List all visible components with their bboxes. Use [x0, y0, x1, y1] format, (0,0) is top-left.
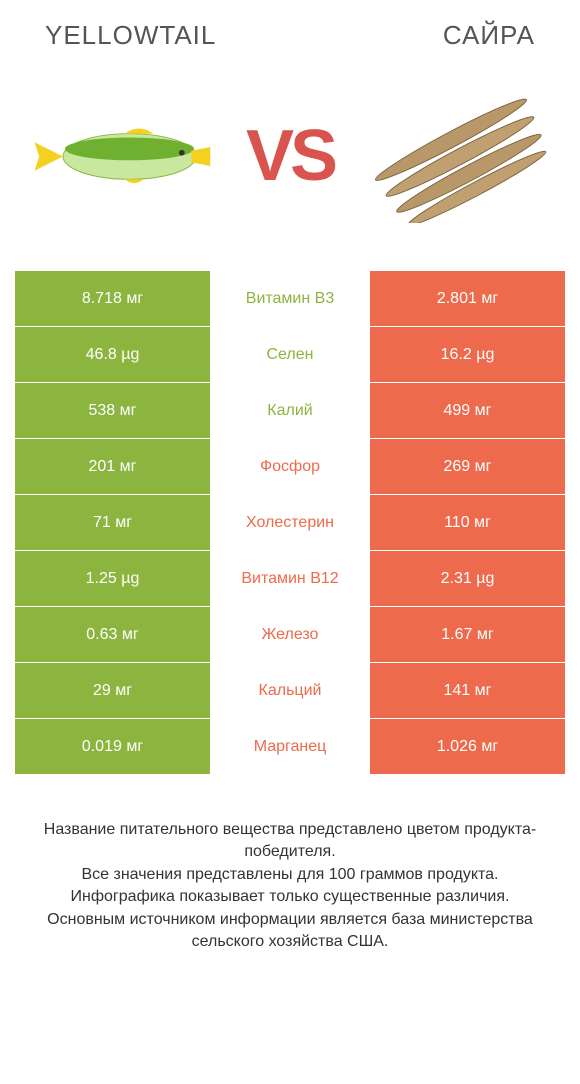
nutrient-name-cell: Железо	[210, 607, 370, 662]
right-product-title: САЙРА	[443, 20, 535, 51]
nutrient-name-cell: Холестерин	[210, 495, 370, 550]
nutrient-name-cell: Марганец	[210, 719, 370, 774]
table-row: 538 мгКалий499 мг	[15, 383, 565, 439]
left-product-title: YELLOWTAIL	[45, 20, 216, 51]
right-value-cell: 1.026 мг	[370, 719, 565, 774]
right-value-cell: 141 мг	[370, 663, 565, 718]
right-value-cell: 110 мг	[370, 495, 565, 550]
right-value-cell: 16.2 µg	[370, 327, 565, 382]
table-row: 8.718 мгВитамин B32.801 мг	[15, 271, 565, 327]
footer-line: Все значения представлены для 100 граммо…	[27, 864, 553, 886]
left-value-cell: 201 мг	[15, 439, 210, 494]
table-row: 1.25 µgВитамин B122.31 µg	[15, 551, 565, 607]
vs-label: VS	[246, 115, 334, 197]
table-row: 46.8 µgСелен16.2 µg	[15, 327, 565, 383]
footer-line: Инфографика показывает только существенн…	[27, 886, 553, 908]
left-value-cell: 538 мг	[15, 383, 210, 438]
footer-line: Название питательного вещества представл…	[27, 819, 553, 864]
nutrient-name-cell: Фосфор	[210, 439, 370, 494]
left-value-cell: 0.63 мг	[15, 607, 210, 662]
nutrient-comparison-table: 8.718 мгВитамин B32.801 мг46.8 µgСелен16…	[15, 271, 565, 775]
nutrient-name-cell: Кальций	[210, 663, 370, 718]
nutrient-name-cell: Калий	[210, 383, 370, 438]
left-value-cell: 71 мг	[15, 495, 210, 550]
right-value-cell: 1.67 мг	[370, 607, 565, 662]
table-row: 71 мгХолестерин110 мг	[15, 495, 565, 551]
table-row: 201 мгФосфор269 мг	[15, 439, 565, 495]
right-value-cell: 2.31 µg	[370, 551, 565, 606]
left-value-cell: 29 мг	[15, 663, 210, 718]
table-row: 0.019 мгМарганец1.026 мг	[15, 719, 565, 775]
saury-image	[365, 86, 555, 226]
footer-line: Основным источником информации является …	[27, 909, 553, 954]
comparison-header: YELLOWTAIL САЙРА	[15, 20, 565, 61]
table-row: 0.63 мгЖелезо1.67 мг	[15, 607, 565, 663]
nutrient-name-cell: Витамин B12	[210, 551, 370, 606]
footer-note: Название питательного вещества представл…	[15, 819, 565, 953]
left-value-cell: 1.25 µg	[15, 551, 210, 606]
product-images-row: VS	[15, 61, 565, 251]
table-row: 29 мгКальций141 мг	[15, 663, 565, 719]
right-value-cell: 269 мг	[370, 439, 565, 494]
right-value-cell: 2.801 мг	[370, 271, 565, 326]
left-value-cell: 46.8 µg	[15, 327, 210, 382]
yellowtail-image	[25, 86, 215, 226]
right-value-cell: 499 мг	[370, 383, 565, 438]
left-value-cell: 8.718 мг	[15, 271, 210, 326]
nutrient-name-cell: Витамин B3	[210, 271, 370, 326]
nutrient-name-cell: Селен	[210, 327, 370, 382]
left-value-cell: 0.019 мг	[15, 719, 210, 774]
